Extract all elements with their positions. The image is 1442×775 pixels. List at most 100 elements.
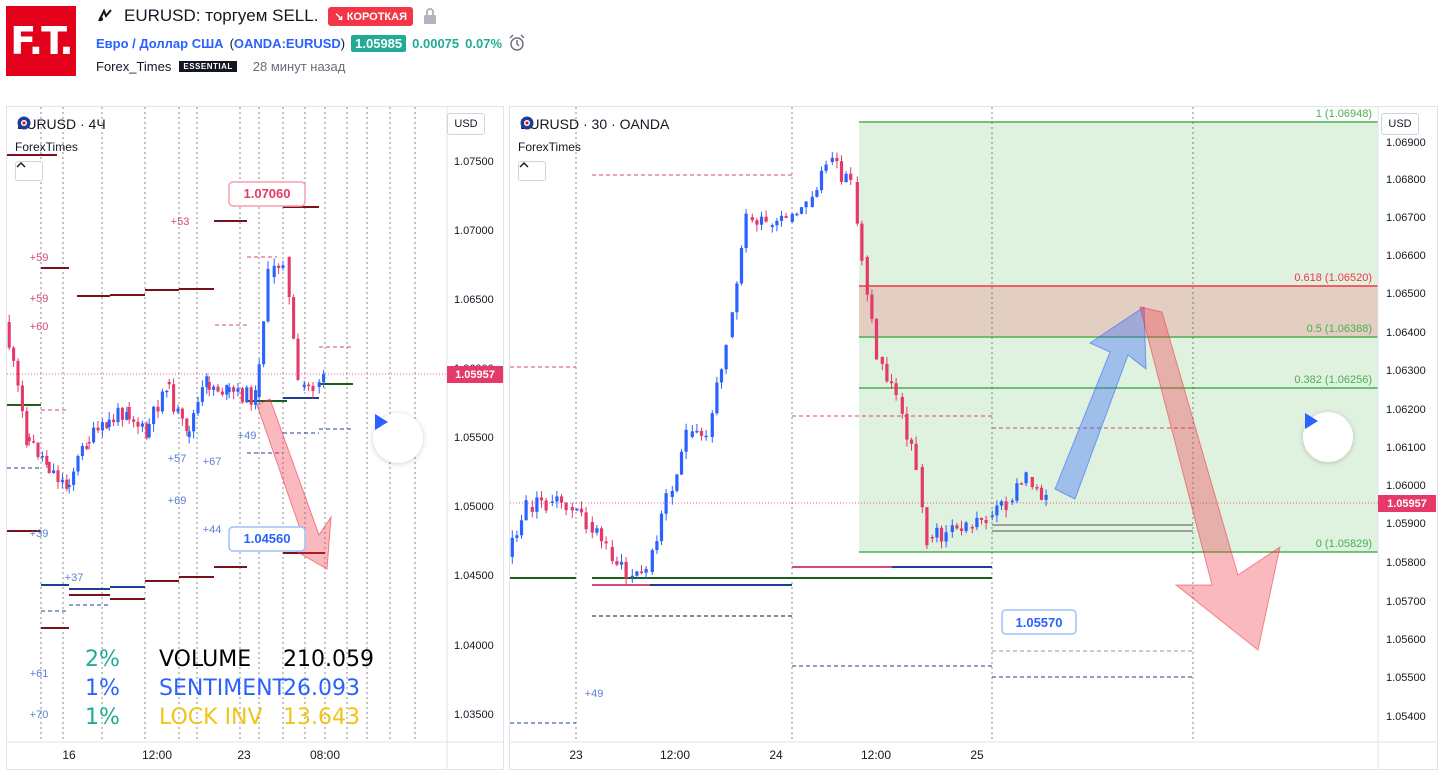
fib-label: 1 (1.06948) — [1316, 108, 1372, 120]
candle — [120, 407, 124, 420]
candle — [710, 413, 714, 437]
candle — [266, 268, 270, 322]
candle — [302, 384, 306, 387]
candle — [830, 157, 834, 162]
candle — [979, 517, 984, 520]
alarm-icon[interactable] — [508, 34, 526, 52]
candle — [67, 484, 71, 487]
level-number: +49 — [585, 688, 604, 700]
left-collapse-button[interactable] — [15, 161, 43, 181]
price-axis-label: 1.06800 — [1386, 174, 1426, 186]
candle — [730, 312, 734, 337]
candle — [604, 541, 608, 544]
author-logo[interactable]: F.T. — [6, 6, 76, 76]
candle — [16, 360, 20, 386]
price-axis-label: 1.06500 — [1386, 288, 1426, 300]
candle — [770, 225, 774, 227]
candle — [272, 265, 276, 277]
candle — [307, 384, 311, 387]
candle — [535, 497, 539, 512]
candle — [20, 385, 24, 412]
candle — [80, 445, 84, 457]
candle — [249, 387, 253, 405]
level-number: +57 — [168, 453, 187, 465]
title-row: EURUSD: торгуем SELL. ↘ КОРОТКАЯ — [96, 6, 437, 26]
candle — [87, 442, 91, 444]
candle — [804, 201, 808, 208]
author-name[interactable]: Forex_Times — [96, 59, 172, 74]
idea-header: F.T. EURUSD: торгуем SELL. ↘ КОРОТКАЯ Ев… — [0, 0, 1442, 95]
candle — [192, 413, 196, 432]
right-chart-canvas[interactable]: 1 (1.06948) 0.618 (1.06520) 0.5 (1.06388) 0… — [510, 107, 1437, 769]
price-callout-box — [1001, 609, 1077, 635]
candle — [624, 561, 628, 578]
level-number: +60 — [30, 321, 49, 333]
left-chart-pane[interactable]: 1.075001.070001.065001.060001.055001.050… — [6, 106, 504, 770]
right-collapse-button[interactable] — [518, 161, 546, 181]
candle — [76, 456, 80, 472]
candle — [47, 462, 51, 474]
time-axis-label: 12:00 — [142, 748, 172, 762]
time-axis-label: 23 — [569, 748, 583, 762]
current-price-tag: 1.05957 — [1387, 498, 1427, 510]
candle — [85, 445, 89, 449]
candle — [27, 437, 31, 442]
candle — [132, 419, 136, 422]
candle — [990, 515, 994, 517]
candle — [1004, 501, 1008, 511]
candle — [695, 430, 699, 433]
symbol-exchange[interactable]: (OANDA:EURUSD) — [229, 35, 346, 51]
right-chart-pane[interactable]: 1 (1.06948) 0.618 (1.06520) 0.5 (1.06388) 0… — [509, 106, 1438, 770]
stat-label: VOLUME — [159, 647, 252, 672]
level-number: +53 — [171, 216, 190, 228]
candle — [7, 322, 11, 348]
candle — [735, 283, 739, 313]
time-axis-label: 12:00 — [660, 748, 690, 762]
candle — [984, 519, 988, 524]
candle — [839, 161, 844, 183]
candle — [835, 157, 839, 162]
candle — [100, 422, 104, 431]
candle — [759, 216, 764, 225]
candle — [659, 513, 664, 542]
candle — [519, 520, 524, 536]
short-badge: ↘ КОРОТКАЯ — [328, 6, 413, 26]
candle — [950, 525, 954, 532]
candle — [995, 505, 999, 516]
candle — [220, 391, 224, 395]
candle — [262, 321, 266, 365]
candle — [60, 479, 64, 483]
stat-pct: 2% — [85, 647, 120, 672]
candle — [795, 213, 799, 216]
candle — [1039, 487, 1044, 500]
price-callout-lower-box — [228, 526, 306, 552]
left-play-button[interactable] — [373, 413, 423, 463]
stats-panel: 2% VOLUME 210.059 1% SENTIMENT 26.093 1%… — [85, 647, 374, 734]
candle — [25, 411, 29, 446]
candle — [550, 501, 554, 503]
left-currency-button[interactable]: USD — [447, 113, 485, 135]
candle — [317, 382, 321, 387]
candle — [744, 213, 748, 249]
chevron-up-icon — [16, 162, 26, 168]
candle — [920, 467, 924, 508]
symbol-description[interactable]: Евро / Доллар США — [96, 35, 224, 51]
candle — [579, 508, 584, 513]
candle — [815, 190, 819, 197]
price-change: 0.00075 — [412, 35, 460, 51]
candle — [909, 439, 914, 444]
right-play-button[interactable] — [1303, 412, 1353, 462]
candle — [779, 215, 784, 221]
candle — [530, 507, 534, 512]
lock-icon — [424, 8, 436, 24]
level-number: +59 — [30, 293, 49, 305]
candle — [200, 387, 204, 402]
right-currency-button[interactable]: USD — [1381, 113, 1419, 135]
candle — [165, 390, 169, 393]
candle — [236, 388, 240, 392]
left-chart-canvas[interactable]: 1.075001.070001.065001.060001.055001.050… — [7, 107, 503, 769]
candle — [849, 173, 853, 180]
candle — [1030, 477, 1034, 488]
candle — [964, 522, 968, 531]
stat-pct: 1% — [85, 705, 120, 730]
